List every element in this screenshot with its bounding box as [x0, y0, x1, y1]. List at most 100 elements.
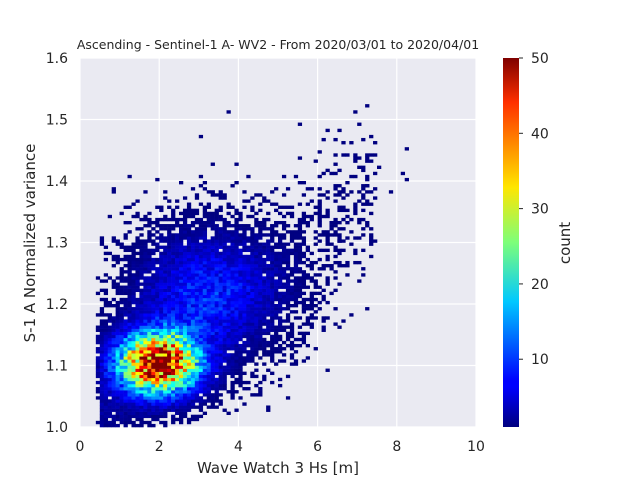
histogram-cell — [206, 316, 211, 320]
histogram-cell — [119, 371, 124, 376]
histogram-cell — [159, 377, 164, 382]
histogram-cell — [206, 270, 211, 274]
histogram-cell — [131, 405, 136, 409]
histogram-cell — [186, 227, 192, 231]
histogram-cell — [297, 181, 303, 185]
histogram-cell — [325, 300, 330, 305]
histogram-cell — [285, 267, 291, 271]
histogram-cell — [190, 396, 196, 400]
histogram-cell — [206, 264, 211, 268]
histogram-cell — [115, 300, 120, 305]
histogram-cell — [278, 267, 283, 271]
histogram-cell — [119, 334, 124, 339]
histogram-cell — [99, 334, 105, 339]
histogram-cell — [155, 356, 160, 360]
histogram-cell — [246, 350, 251, 354]
histogram-cell — [175, 374, 180, 379]
histogram-cell — [206, 242, 211, 246]
histogram-cell — [143, 316, 148, 320]
histogram-cell — [202, 304, 208, 308]
histogram-cell — [143, 276, 148, 280]
histogram-cell — [246, 359, 251, 363]
histogram-cell — [270, 334, 275, 339]
histogram-cell — [95, 371, 101, 376]
histogram-cell — [266, 257, 271, 262]
histogram-cell — [171, 353, 176, 357]
histogram-cell — [262, 291, 267, 296]
histogram-cell — [95, 325, 101, 329]
histogram-cell — [175, 371, 180, 376]
histogram-cell — [226, 239, 231, 243]
histogram-cell — [103, 313, 109, 317]
histogram-cell — [361, 187, 366, 191]
histogram-cell — [373, 171, 378, 176]
histogram-cell — [333, 217, 338, 222]
histogram-cell — [278, 282, 283, 286]
histogram-cell — [119, 414, 124, 419]
histogram-cell — [278, 285, 283, 289]
histogram-cell — [198, 316, 204, 320]
histogram-cell — [210, 276, 215, 280]
histogram-cell — [135, 423, 140, 428]
histogram-cell — [218, 251, 223, 256]
histogram-cell — [297, 248, 303, 253]
histogram-cell — [190, 328, 196, 332]
histogram-cell — [297, 156, 303, 160]
histogram-cell — [163, 260, 168, 265]
histogram-cell — [175, 251, 180, 256]
histogram-cell — [234, 273, 239, 277]
histogram-cell — [289, 347, 295, 351]
histogram-cell — [139, 276, 144, 280]
histogram-cell — [254, 343, 259, 348]
histogram-cell — [171, 251, 176, 256]
histogram-cell — [262, 294, 267, 299]
histogram-cell — [163, 322, 168, 326]
histogram-cell — [155, 353, 160, 357]
histogram-cell — [186, 300, 192, 305]
histogram-cell — [103, 365, 109, 369]
histogram-cell — [159, 227, 164, 231]
histogram-cell — [198, 273, 204, 277]
histogram-cell — [210, 254, 215, 259]
histogram-cell — [321, 230, 326, 234]
histogram-cell — [115, 390, 120, 394]
histogram-cell — [135, 371, 140, 376]
histogram-cell — [218, 260, 223, 265]
histogram-cell — [159, 347, 164, 351]
histogram-cell — [127, 387, 132, 391]
histogram-cell — [246, 254, 251, 259]
histogram-cell — [254, 374, 259, 379]
histogram-cell — [206, 380, 211, 385]
histogram-cell — [206, 377, 211, 382]
histogram-cell — [147, 285, 152, 289]
histogram-cell — [262, 260, 267, 265]
histogram-cell — [198, 402, 204, 406]
histogram-cell — [301, 300, 307, 305]
histogram-cell — [186, 239, 192, 243]
histogram-cell — [151, 304, 156, 308]
histogram-cell — [103, 245, 109, 249]
histogram-cell — [278, 291, 283, 296]
histogram-cell — [317, 208, 322, 213]
histogram-cell — [210, 396, 215, 400]
histogram-cell — [349, 313, 354, 317]
histogram-cell — [281, 307, 287, 311]
histogram-cell — [143, 371, 148, 376]
histogram-cell — [139, 248, 144, 253]
histogram-cell — [151, 242, 156, 246]
histogram-cell — [202, 294, 208, 299]
histogram-cell — [171, 340, 176, 345]
histogram-cell — [190, 282, 196, 286]
histogram-cell — [206, 328, 211, 332]
histogram-cell — [171, 224, 176, 228]
histogram-cell — [155, 300, 160, 305]
histogram-cell — [147, 236, 152, 240]
histogram-cell — [274, 242, 279, 246]
histogram-cell — [107, 353, 112, 357]
histogram-cell — [186, 285, 192, 289]
histogram-cell — [119, 331, 124, 336]
histogram-cell — [238, 331, 243, 336]
histogram-cell — [175, 350, 180, 354]
histogram-cell — [159, 297, 164, 302]
histogram-cell — [250, 279, 255, 283]
